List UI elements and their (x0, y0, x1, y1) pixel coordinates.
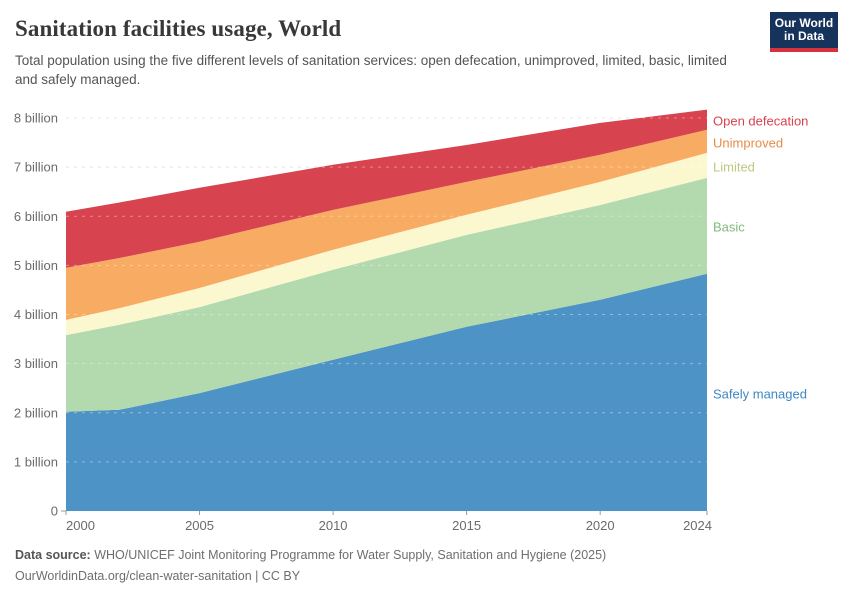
area-safely-managed (66, 273, 707, 511)
x-axis-label: 2010 (319, 518, 348, 533)
data-source-prefix: Data source: (15, 548, 91, 562)
area-basic (66, 177, 707, 412)
area-limited (66, 152, 707, 336)
y-axis-label: 0 (51, 504, 58, 519)
y-axis-label: 5 billion (14, 258, 58, 273)
x-axis-label: 2000 (66, 518, 95, 533)
x-axis-label: 2005 (185, 518, 214, 533)
y-axis-label: 1 billion (14, 454, 58, 469)
data-source-text: WHO/UNICEF Joint Monitoring Programme fo… (90, 548, 607, 562)
area-open-defecation (66, 109, 707, 268)
page-title: Sanitation facilities usage, World (15, 16, 342, 41)
data-source-line: Data source: WHO/UNICEF Joint Monitoring… (15, 545, 606, 566)
owid-logo-line2: in Data (783, 29, 824, 43)
area-unimproved (66, 129, 707, 320)
y-axis-label: 8 billion (14, 111, 58, 126)
owid-logo[interactable]: Our World in Data (770, 12, 838, 52)
y-axis-label: 4 billion (14, 307, 58, 322)
x-axis-label: 2020 (586, 518, 615, 533)
y-axis-label: 6 billion (14, 209, 58, 224)
page-subtitle: Total population using the five differen… (15, 53, 727, 87)
owid-logo-line1: Our World (774, 16, 834, 30)
x-axis-label: 2024 (683, 518, 712, 533)
y-axis-label: 7 billion (14, 160, 58, 175)
footer-link-line: OurWorldinData.org/clean-water-sanitatio… (15, 569, 301, 583)
y-axis-label: 2 billion (14, 405, 58, 420)
x-axis-label: 2015 (452, 518, 481, 533)
y-axis-label: 3 billion (14, 356, 58, 371)
chart-footer: Data source: WHO/UNICEF Joint Monitoring… (15, 545, 606, 587)
